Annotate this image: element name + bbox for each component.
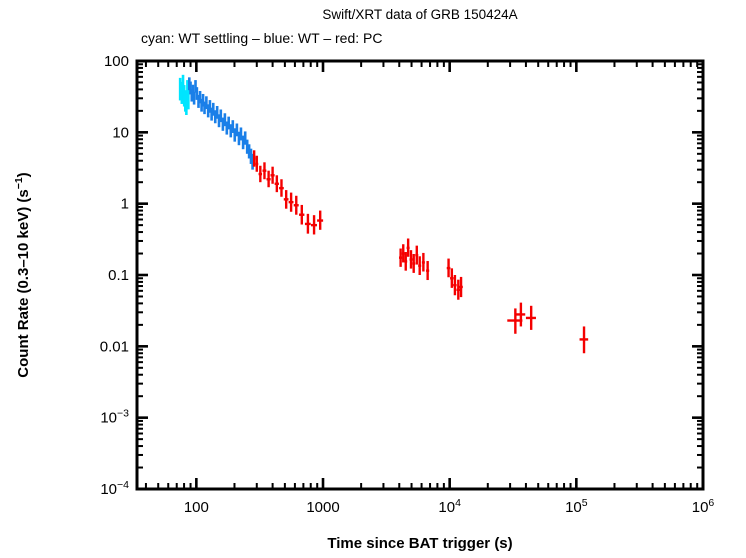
plot-area (178, 74, 589, 354)
data-point (406, 238, 410, 257)
data-point (426, 261, 430, 281)
data-point (304, 213, 311, 234)
data-point (446, 258, 451, 278)
data-point (255, 155, 259, 172)
data-point (187, 87, 190, 110)
svg-text:Count Rate (0.3–10 keV) (s−1): Count Rate (0.3–10 keV) (s−1) (13, 172, 32, 377)
data-point (456, 279, 461, 300)
data-point (409, 250, 413, 269)
legend-subtitle: cyan: WT settling – blue: WT – red: PC (141, 30, 382, 46)
y-tick-label: 0.1 (108, 267, 129, 284)
data-point (401, 244, 405, 263)
series-pc (252, 150, 589, 354)
y-axis-label-close: ) (15, 172, 32, 177)
data-point (299, 204, 305, 225)
data-point (266, 170, 271, 188)
y-axis-label-main: Count Rate (0.3–10 keV) (s (15, 189, 32, 377)
data-point (525, 305, 536, 330)
y-tick-label: 0.01 (100, 338, 129, 355)
data-point (274, 175, 279, 193)
data-point (252, 150, 256, 167)
series-wt (188, 77, 254, 170)
y-tick-label: 10−4 (100, 479, 129, 498)
y-axis-label-exponent: −1 (13, 177, 25, 189)
data-point (262, 162, 267, 180)
y-tick-label: 100 (104, 53, 129, 70)
data-point (279, 179, 284, 197)
data-point (270, 166, 275, 184)
data-point (293, 195, 299, 215)
data-point (453, 275, 457, 296)
data-point (404, 252, 408, 271)
data-point (258, 165, 263, 183)
page-title: Swift/XRT data of GRB 150424A (322, 7, 517, 22)
y-tick-label: 10 (112, 124, 129, 141)
x-axis-label: Time since BAT trigger (s) (327, 535, 512, 552)
data-point (579, 326, 589, 354)
data-point (415, 245, 419, 265)
data-point (283, 190, 289, 209)
x-tick-label: 100 (184, 499, 209, 516)
data-point (412, 253, 416, 273)
x-tick-label: 106 (692, 497, 715, 516)
data-point (516, 302, 526, 327)
data-point (459, 276, 463, 298)
axis-ticks (137, 59, 705, 491)
x-tick-label: 1000 (306, 499, 339, 516)
series-wt-settling (178, 74, 190, 115)
y-tick-label: 1 (121, 196, 129, 213)
y-axis-label: Count Rate (0.3–10 keV) (s−1) (13, 172, 32, 377)
data-point (421, 252, 425, 272)
data-point (317, 210, 324, 230)
data-point (450, 268, 454, 288)
data-point (288, 192, 294, 212)
x-tick-label: 104 (438, 497, 461, 516)
data-point (398, 248, 403, 267)
x-tick-label: 105 (565, 497, 588, 516)
axis-tick-labels: 100 1000 104 105 106 100 10 1 0.1 0.01 10−3 10−4 (100, 53, 715, 516)
data-point (311, 215, 317, 235)
y-tick-label: 10−3 (100, 408, 129, 427)
data-point (418, 256, 422, 275)
